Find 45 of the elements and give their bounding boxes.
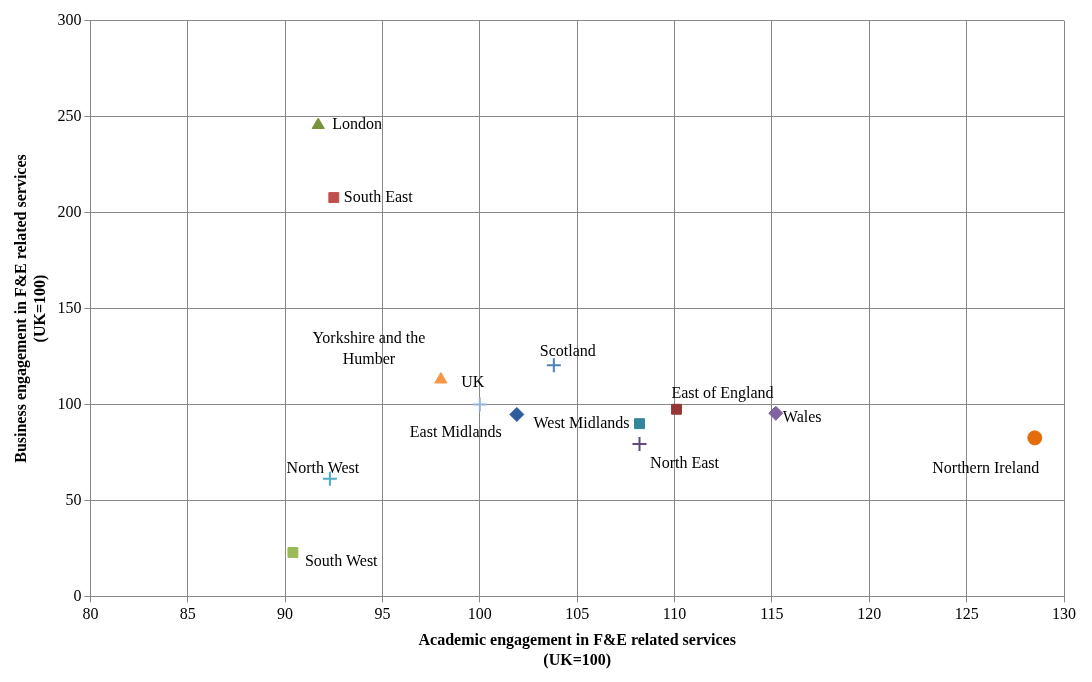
series-label: UK (461, 372, 485, 390)
series-label: West Midlands (533, 413, 630, 431)
series-label: Yorkshire and the Humber (312, 328, 426, 367)
x-tick-label: 120 (857, 605, 882, 623)
x-axis-title: Academic engagement in F&E related services (UK=100) (418, 631, 736, 669)
point (434, 372, 448, 384)
point (311, 117, 325, 130)
y-tick-label: 250 (57, 106, 82, 124)
point (328, 192, 340, 204)
x-tick-label: 100 (467, 605, 492, 623)
series-label: North West (286, 458, 360, 476)
y-tick-label: 100 (57, 394, 82, 412)
point (671, 403, 682, 415)
y-tick-label: 200 (57, 202, 82, 220)
x-tick-label: 130 (1052, 605, 1076, 623)
series-label: Wales (782, 408, 822, 426)
series-label: South East (343, 187, 414, 205)
series-label: South West (304, 551, 379, 569)
point (509, 406, 525, 422)
x-tick-label: 85 (179, 605, 196, 623)
point (471, 396, 488, 413)
series-label: Scotland (539, 341, 596, 359)
x-tick-label: 95 (374, 605, 391, 623)
series-label: East Midlands (409, 422, 502, 440)
x-tick-label: 105 (565, 605, 590, 623)
y-tick-label: 300 (57, 10, 82, 28)
y-tick-label: 50 (65, 490, 82, 508)
x-tick-label: 90 (277, 605, 294, 623)
x-tick-label: 115 (760, 605, 784, 623)
x-tick-label: 110 (662, 605, 687, 623)
point (545, 357, 562, 374)
y-tick-label: 150 (57, 298, 82, 316)
series-label: East of England (671, 384, 774, 403)
point (287, 547, 299, 558)
series-label: Northern Ireland (932, 459, 1040, 477)
y-tick-label: 0 (73, 586, 82, 604)
point (631, 436, 648, 453)
point (768, 405, 784, 421)
point (1027, 430, 1043, 446)
y-axis-title: Business engagement in F&E related services (UK=100) (11, 154, 49, 463)
point (634, 418, 645, 430)
series-label: London (332, 115, 382, 133)
x-tick-label: 80 (82, 605, 99, 623)
series-label: North East (650, 454, 720, 472)
x-tick-label: 125 (954, 605, 979, 623)
